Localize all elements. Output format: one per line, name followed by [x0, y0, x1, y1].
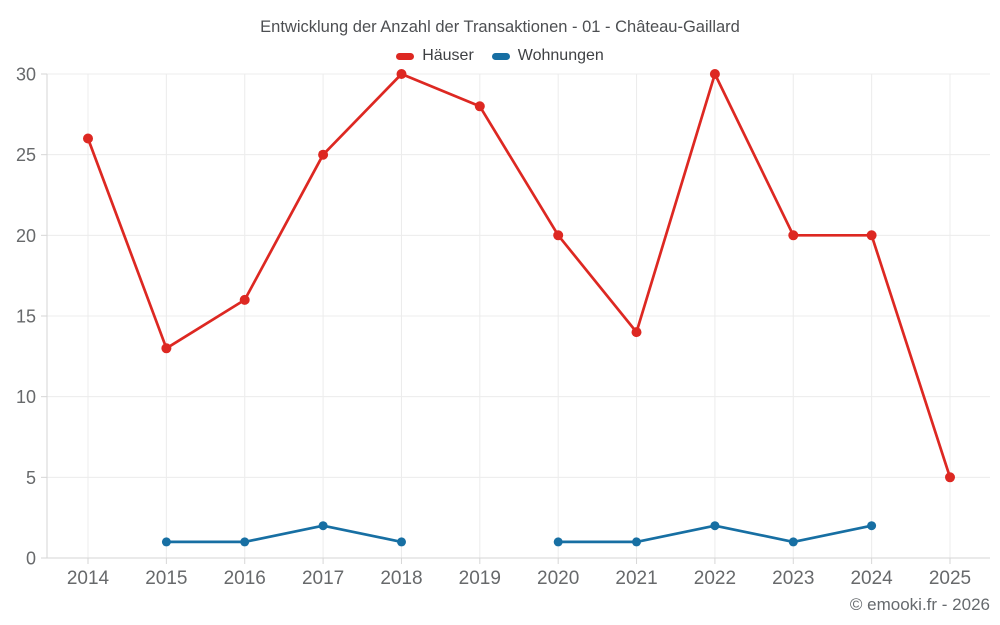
data-point-hauser-2024[interactable] [866, 230, 877, 241]
x-axis-tick-label: 2019 [459, 568, 501, 589]
series-line-hauser [86, 72, 952, 479]
y-axis-tick-label: 0 [26, 549, 36, 569]
legend-item-hauser[interactable]: Häuser [396, 47, 474, 65]
legend-label: Häuser [422, 47, 474, 64]
data-point-hauser-2015[interactable] [161, 343, 172, 354]
x-axis-tick-label: 2015 [145, 568, 187, 589]
legend: Häuser Wohnungen [0, 46, 1000, 66]
chart-title: Entwicklung der Anzahl der Transaktionen… [260, 18, 740, 36]
data-point-wohnungen-2022[interactable] [710, 521, 720, 531]
x-axis-tick-label: 2018 [380, 568, 422, 589]
y-axis-tick-label: 5 [26, 468, 36, 488]
data-point-hauser-2019[interactable] [474, 101, 485, 112]
legend-swatch-hauser [396, 52, 415, 60]
data-point-hauser-2014[interactable] [83, 133, 93, 144]
data-point-hauser-2025[interactable] [945, 472, 955, 483]
y-axis-tick-label: 15 [16, 307, 36, 327]
x-axis-tick-label: 2017 [302, 568, 344, 589]
legend-swatch-wohnungen [491, 52, 510, 60]
x-axis-tick-label: 2021 [615, 568, 657, 589]
x-axis-tick-label: 2016 [224, 568, 266, 589]
y-axis-tick-label: 20 [16, 226, 36, 246]
data-point-wohnungen-2021[interactable] [632, 537, 641, 547]
x-axis-tick-label: 2022 [694, 568, 736, 589]
x-axis-tick-label: 2025 [929, 568, 971, 589]
x-axis-tick-label: 2024 [850, 568, 893, 589]
data-point-wohnungen-2017[interactable] [318, 521, 328, 531]
data-point-hauser-2016[interactable] [239, 294, 250, 305]
legend-label: Wohnungen [517, 47, 604, 64]
series-line-wohnungen [165, 524, 873, 544]
y-axis-tick-label: 30 [16, 65, 36, 85]
data-point-hauser-2020[interactable] [553, 230, 564, 241]
data-point-wohnungen-2016[interactable] [240, 537, 250, 547]
x-axis-tick-label: 2020 [537, 568, 579, 589]
data-point-wohnungen-2024[interactable] [867, 521, 877, 531]
y-axis-tick-label: 10 [16, 387, 36, 407]
data-point-hauser-2017[interactable] [318, 149, 329, 160]
data-point-wohnungen-2023[interactable] [788, 537, 798, 547]
data-point-wohnungen-2015[interactable] [161, 537, 171, 547]
data-point-hauser-2018[interactable] [396, 69, 407, 79]
x-axis-tick-label: 2014 [67, 568, 110, 589]
data-point-wohnungen-2018[interactable] [397, 537, 406, 547]
x-axis-tick-label: 2023 [772, 568, 814, 589]
y-axis-tick-label: 25 [16, 145, 36, 165]
legend-item-wohnungen[interactable]: Wohnungen [491, 47, 604, 65]
credit-text: © emooki.fr - 2026 [849, 595, 990, 614]
data-point-wohnungen-2020[interactable] [553, 537, 563, 547]
data-point-hauser-2021[interactable] [631, 327, 642, 338]
data-point-hauser-2023[interactable] [788, 230, 799, 241]
data-point-hauser-2022[interactable] [709, 69, 720, 79]
